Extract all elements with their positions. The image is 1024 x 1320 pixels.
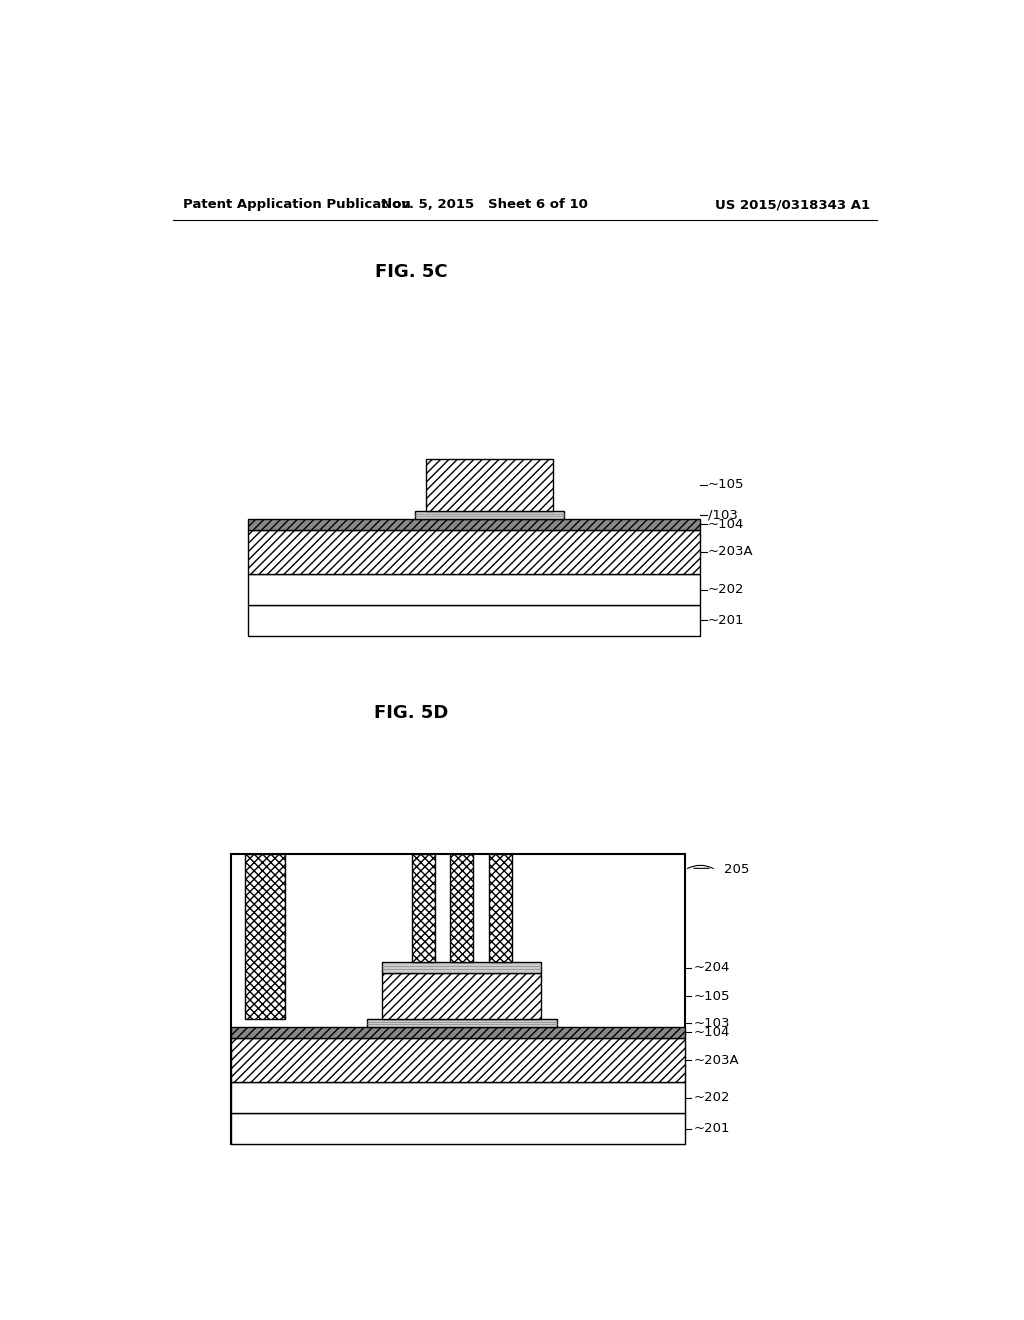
- Bar: [488, 854, 512, 962]
- Text: FIG. 5D: FIG. 5D: [375, 704, 449, 722]
- Text: ~201: ~201: [693, 1122, 730, 1135]
- Bar: [426, 459, 553, 511]
- Text: ~203A: ~203A: [708, 545, 754, 558]
- Bar: [230, 1038, 685, 1082]
- Bar: [382, 973, 541, 1019]
- Bar: [248, 605, 700, 636]
- Text: ~105: ~105: [708, 478, 744, 491]
- Bar: [230, 1082, 685, 1113]
- Text: 205: 205: [724, 863, 750, 876]
- Bar: [451, 854, 473, 962]
- Text: ~202: ~202: [693, 1092, 730, 1105]
- Text: ~203A: ~203A: [693, 1053, 739, 1067]
- Text: FIG. 5C: FIG. 5C: [376, 264, 447, 281]
- Text: ~204: ~204: [693, 961, 730, 974]
- Bar: [382, 962, 541, 973]
- Text: ~201: ~201: [708, 614, 744, 627]
- Bar: [230, 1027, 685, 1038]
- Bar: [230, 1113, 685, 1144]
- Bar: [412, 854, 435, 962]
- Text: ~105: ~105: [693, 990, 730, 1003]
- Bar: [248, 519, 700, 529]
- Bar: [367, 1019, 557, 1027]
- Bar: [248, 529, 700, 574]
- Text: /103: /103: [708, 508, 738, 521]
- Text: Nov. 5, 2015   Sheet 6 of 10: Nov. 5, 2015 Sheet 6 of 10: [381, 198, 588, 211]
- Text: ~104: ~104: [708, 517, 744, 531]
- Text: ~202: ~202: [708, 583, 744, 597]
- Text: Patent Application Publication: Patent Application Publication: [183, 198, 411, 211]
- Bar: [415, 511, 564, 519]
- Text: ~104: ~104: [693, 1026, 730, 1039]
- Text: US 2015/0318343 A1: US 2015/0318343 A1: [715, 198, 869, 211]
- Bar: [230, 854, 685, 1144]
- Text: ~103: ~103: [693, 1016, 730, 1030]
- Bar: [245, 854, 285, 1019]
- Bar: [248, 574, 700, 605]
